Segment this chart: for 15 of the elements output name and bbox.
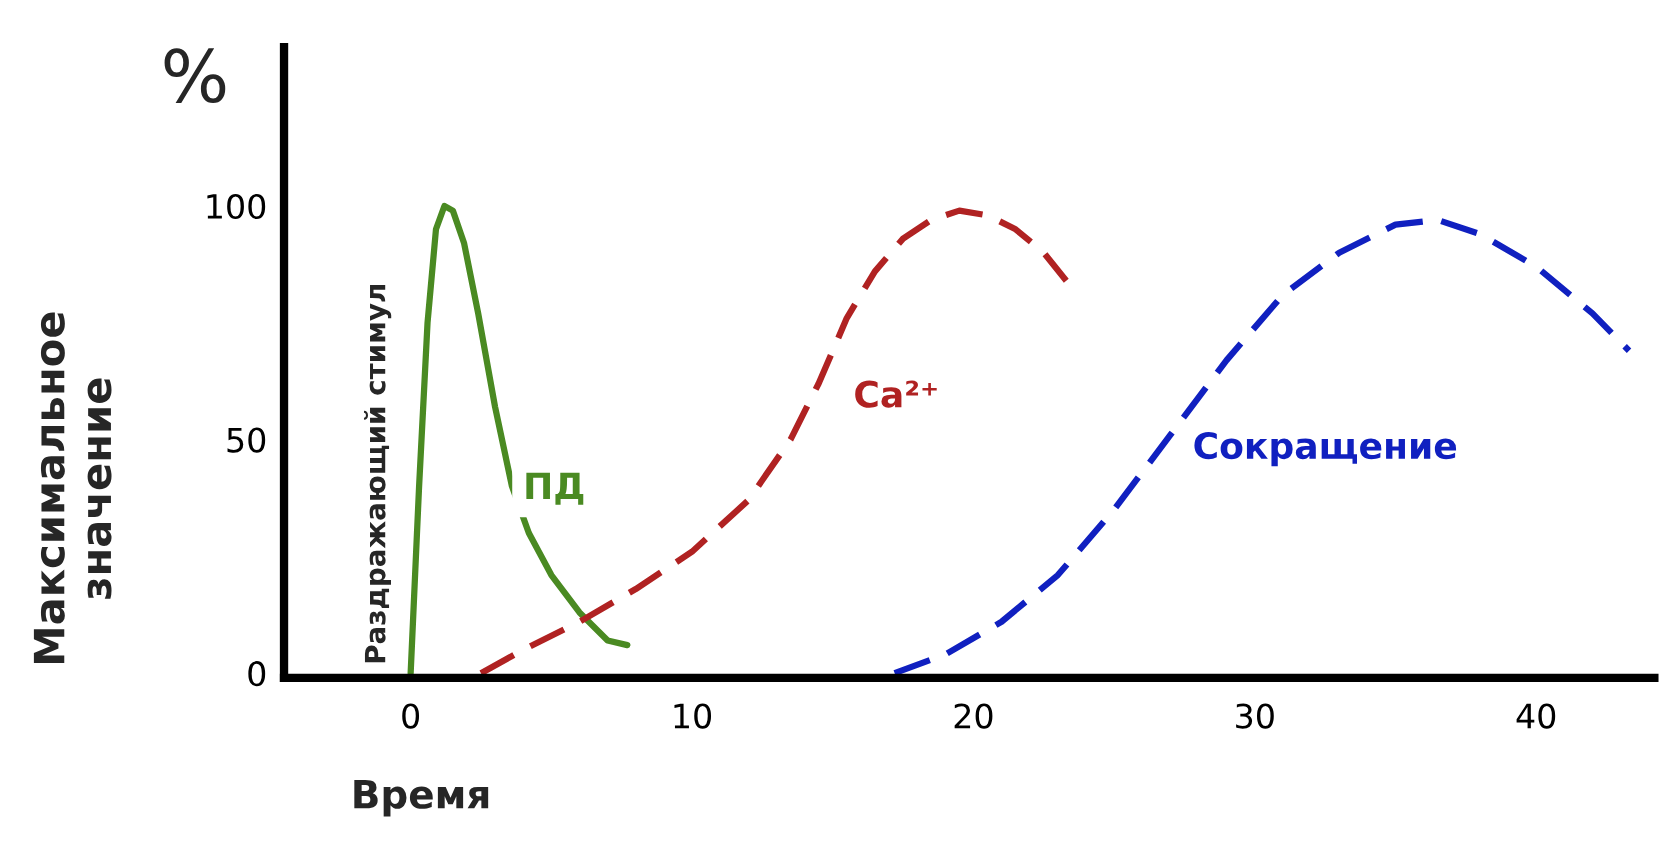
x-tick-label: 0 bbox=[402, 703, 420, 729]
annotation: Раздражающий стимул bbox=[363, 284, 392, 663]
series-label: Ca²⁺ bbox=[855, 380, 937, 408]
x-axis-title: Время bbox=[354, 779, 489, 817]
x-tick-label: 10 bbox=[674, 703, 712, 729]
series-label: Сокращение bbox=[1194, 431, 1457, 467]
x-tick-label: 40 bbox=[1516, 703, 1556, 729]
series-label: ПД bbox=[526, 472, 584, 505]
x-tick-label: 30 bbox=[1236, 703, 1274, 729]
y-tick-label: 0 bbox=[248, 661, 266, 687]
y-tick-label: 50 bbox=[227, 427, 266, 453]
x-tick-label: 20 bbox=[954, 703, 993, 729]
y-tick-label: 100 bbox=[207, 193, 266, 220]
text: % bbox=[164, 48, 226, 103]
y-axis-title: Максимальное значение bbox=[33, 312, 112, 664]
